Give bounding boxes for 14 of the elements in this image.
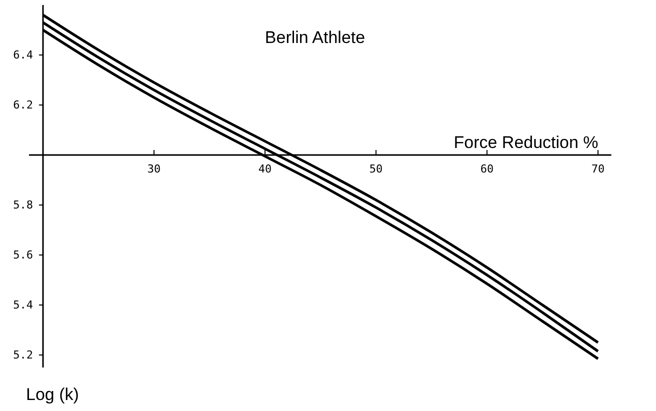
y-tick-label: 5.6 [13,248,33,262]
x-tick-label: 40 [258,162,272,176]
y-tick-label: 5.2 [13,348,33,362]
x-tick-label: 60 [480,162,494,176]
y-tick-label: 5.8 [13,198,33,212]
y-axis-title: Log (k) [26,385,79,404]
x-tick-label: 50 [369,162,383,176]
x-axis-title: Force Reduction % [454,133,598,152]
text: Berlin Athlete [264,28,366,47]
x-tick-label: 30 [147,162,161,176]
x-tick-label: 70 [591,162,605,176]
y-tick-label: 6.2 [13,98,33,112]
y-tick-label: 5.4 [13,298,34,312]
y-tick-label: 6.4 [13,48,34,62]
